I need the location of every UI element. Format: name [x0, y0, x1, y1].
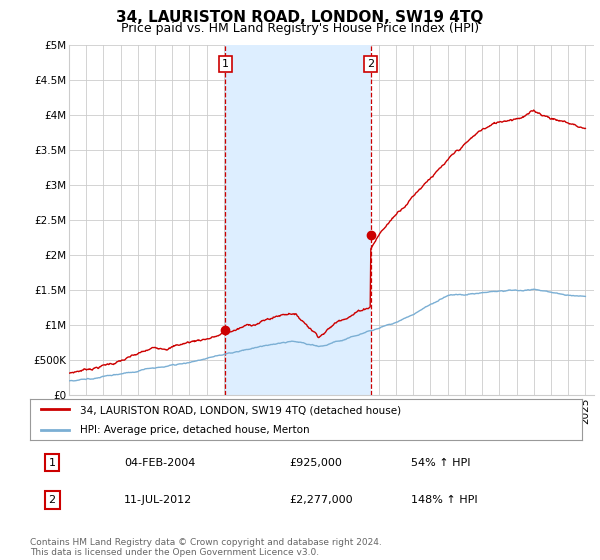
Text: 1: 1	[222, 59, 229, 69]
Text: 2: 2	[367, 59, 374, 69]
Text: £2,277,000: £2,277,000	[289, 495, 353, 505]
Text: 2: 2	[49, 495, 56, 505]
Text: 34, LAURISTON ROAD, LONDON, SW19 4TQ (detached house): 34, LAURISTON ROAD, LONDON, SW19 4TQ (de…	[80, 405, 401, 415]
Text: 1: 1	[49, 458, 56, 468]
Text: HPI: Average price, detached house, Merton: HPI: Average price, detached house, Mert…	[80, 426, 310, 435]
Text: £925,000: £925,000	[289, 458, 343, 468]
Bar	[226, 45, 371, 395]
Text: 54% ↑ HPI: 54% ↑ HPI	[411, 458, 470, 468]
Text: 34, LAURISTON ROAD, LONDON, SW19 4TQ: 34, LAURISTON ROAD, LONDON, SW19 4TQ	[116, 10, 484, 25]
Text: Contains HM Land Registry data © Crown copyright and database right 2024.
This d: Contains HM Land Registry data © Crown c…	[30, 538, 382, 557]
Text: 04-FEB-2004: 04-FEB-2004	[124, 458, 195, 468]
Text: 148% ↑ HPI: 148% ↑ HPI	[411, 495, 478, 505]
Text: Price paid vs. HM Land Registry's House Price Index (HPI): Price paid vs. HM Land Registry's House …	[121, 22, 479, 35]
Text: 11-JUL-2012: 11-JUL-2012	[124, 495, 192, 505]
